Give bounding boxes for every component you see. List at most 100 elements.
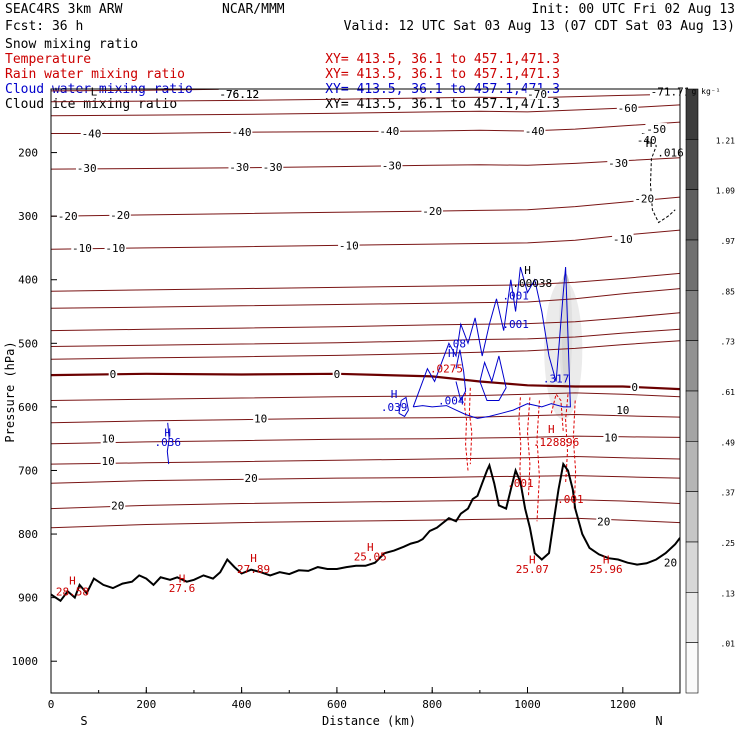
contour-label: -30 xyxy=(608,157,628,170)
colorbar-segment xyxy=(685,189,699,241)
contour-label-bg xyxy=(649,85,691,97)
contour-label: 10 xyxy=(254,412,267,425)
plot-frame xyxy=(50,88,681,694)
isotherm xyxy=(51,455,680,465)
cloud-water-contour xyxy=(412,266,571,419)
contour-label: 10 xyxy=(102,455,115,468)
contour-label-bg xyxy=(104,241,127,253)
max-min-labels: L -76.12H.00038H.016.001.001.08H.0275.317… xyxy=(56,86,684,599)
colorbar-segment xyxy=(685,441,699,492)
contour-label: 20 xyxy=(664,557,677,570)
contour-label: -30 xyxy=(229,161,249,174)
axes: 0 200 400 600 800 1000 12002003004005006007008… xyxy=(12,147,637,711)
contour-label: -10 xyxy=(613,233,633,246)
max-min-label: .0275 xyxy=(430,363,463,376)
contour-label: -76.12 xyxy=(219,88,259,101)
contour-label-bg xyxy=(645,123,667,135)
isotherm xyxy=(51,157,680,170)
cloud-water-contour xyxy=(479,355,507,401)
rain-contour xyxy=(526,397,531,496)
isotherm xyxy=(51,517,680,529)
x-tick-label: 600 xyxy=(327,698,347,711)
max-min-label: 28.58 xyxy=(56,585,89,598)
legend-xy: XY= 413.5, 36.1 to 457.1,471.3 xyxy=(325,67,560,82)
max-min-label: 25.05 xyxy=(354,550,387,563)
y-tick-label: 200 xyxy=(18,147,38,160)
max-min-label: H xyxy=(367,541,374,554)
colorbar-label: .85 xyxy=(721,287,736,296)
colorbar-label: .37 xyxy=(721,489,736,498)
contour-label: -30 xyxy=(382,159,402,172)
colorbar-label: .13 xyxy=(721,589,736,598)
contour-label-bg xyxy=(378,124,401,136)
contour-label-bg xyxy=(75,161,98,173)
contour-label: -40 xyxy=(82,128,102,141)
legend-entry: Temperature xyxy=(5,52,91,67)
contour-label: 10 xyxy=(604,431,617,444)
contour-label-bg xyxy=(421,205,443,217)
max-min-label: .016 xyxy=(657,147,684,160)
contour-label-bg xyxy=(71,241,93,253)
y-tick-label: 900 xyxy=(18,592,38,605)
rain-contour xyxy=(536,400,540,522)
x-tick-label: 200 xyxy=(136,698,156,711)
isotherm xyxy=(51,499,680,510)
plot-area: -76.12 -71.71-70-60-50-40 -40 -40 -40-40-30-… xyxy=(50,85,691,694)
contour-label: -40 xyxy=(232,126,252,139)
colorbar-segment xyxy=(685,491,699,543)
cloud-water-contour xyxy=(398,396,409,418)
model-title: SEAC4RS 3km ARW xyxy=(5,2,123,17)
x-tick-label: 1000 xyxy=(514,698,541,711)
rain-contour xyxy=(468,387,473,465)
contour-label-bg xyxy=(662,556,678,568)
isotherm xyxy=(51,89,322,92)
colorbar-segment xyxy=(685,88,699,140)
colorbar-unit: g kg⁻¹ xyxy=(692,87,721,96)
max-min-label: .128896 xyxy=(533,436,579,449)
colorbar-segment xyxy=(685,139,699,190)
max-min-label: H xyxy=(603,553,610,566)
contour-label-bg xyxy=(338,239,360,251)
max-min-label: 27.6 xyxy=(169,582,196,595)
max-min-label: 25.07 xyxy=(516,563,549,576)
colorbar-label: .61 xyxy=(721,388,736,397)
contour-label-bg xyxy=(80,127,103,139)
max-min-label: .001 xyxy=(507,477,534,490)
contour-label: -60 xyxy=(618,102,638,115)
legend-entry: Snow mixing ratio xyxy=(5,37,138,52)
contour-label: 10 xyxy=(616,404,629,417)
contour-label: 0 xyxy=(110,368,117,381)
x-axis-title: Distance (km) xyxy=(322,714,416,728)
max-min-label: H xyxy=(69,574,76,587)
contour-label-bg xyxy=(630,381,639,393)
contour-label-bg xyxy=(243,472,259,484)
contour-label: 0 xyxy=(631,381,638,394)
max-min-label: 25.96 xyxy=(590,563,623,576)
contour-label: -10 xyxy=(72,242,92,255)
colorbar-label: .25 xyxy=(721,539,736,548)
colorbar-label: .73 xyxy=(721,338,736,347)
x-tick-label: 800 xyxy=(422,698,442,711)
contour-label-bg xyxy=(615,404,631,416)
contour-label: -71.71 xyxy=(651,86,691,99)
max-min-label: H xyxy=(529,553,536,566)
max-min-label: .001 xyxy=(557,493,584,506)
max-min-label: H xyxy=(179,573,186,586)
contour-label: -10 xyxy=(105,242,125,255)
contour-label-bg xyxy=(261,161,284,173)
contour-label: -30 xyxy=(77,162,97,175)
contour-label: 20 xyxy=(245,472,258,485)
contour-label-bg xyxy=(230,126,253,138)
cloud-water-contours xyxy=(166,266,571,465)
contour-label: -30 xyxy=(263,161,283,174)
max-min-label: H xyxy=(164,426,171,439)
max-min-label: .001 xyxy=(502,290,529,303)
contour-label: 0 xyxy=(334,368,341,381)
center-title: NCAR/MMM xyxy=(222,2,285,17)
terrain-line xyxy=(51,461,680,603)
max-min-label: .036 xyxy=(154,436,181,449)
valid-time: Valid: 12 UTC Sat 03 Aug 13 (07 CDT Sat … xyxy=(344,19,735,34)
x-tick-label: 1200 xyxy=(610,698,637,711)
